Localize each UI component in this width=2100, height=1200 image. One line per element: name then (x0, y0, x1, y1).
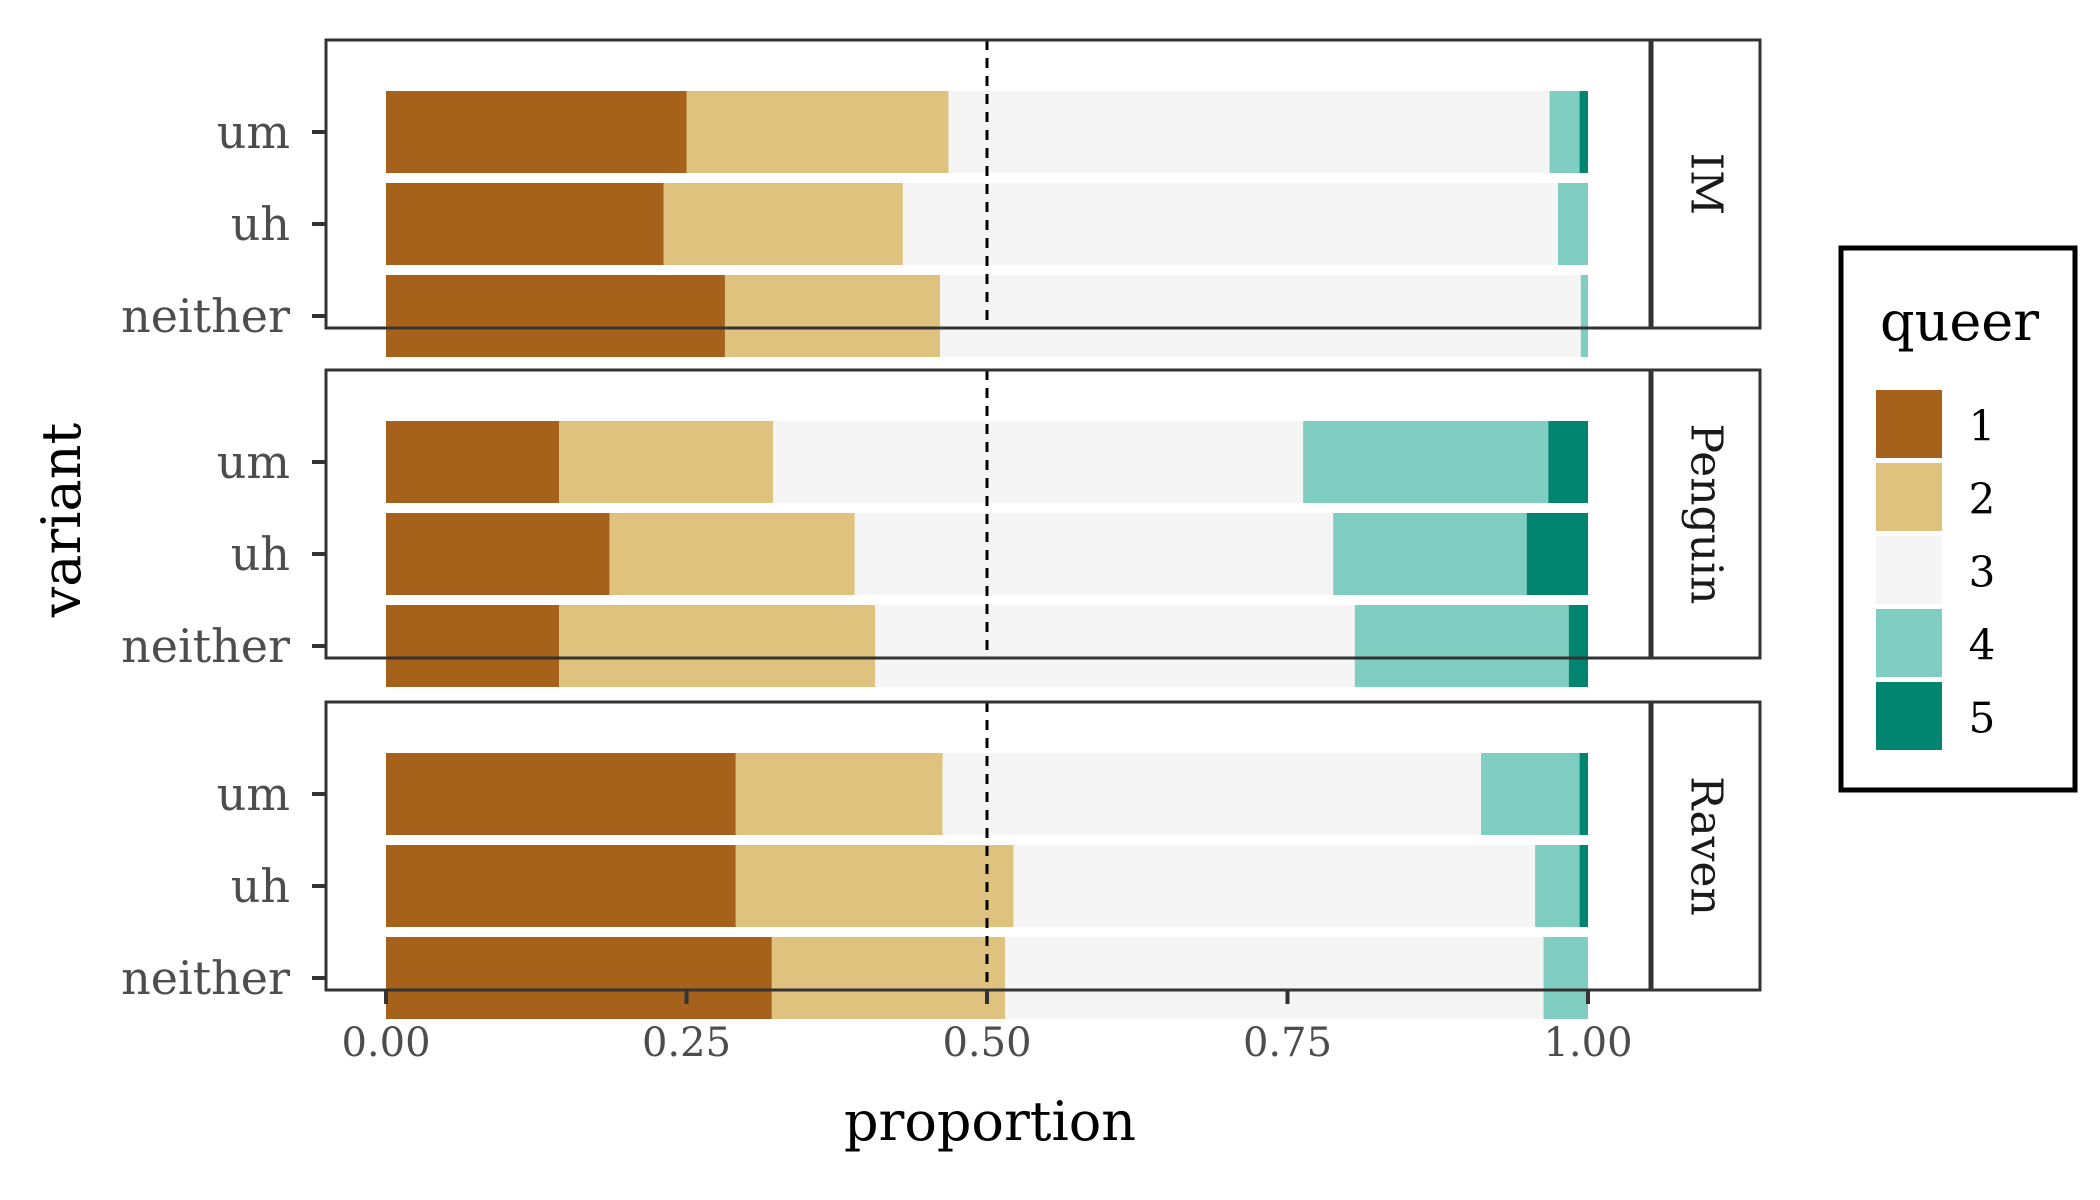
bar-segment-penguin-uh-5 (1526, 513, 1588, 595)
facet-strip-raven: Raven (1650, 700, 1762, 992)
legend-key (1876, 609, 1942, 677)
bar-segment-penguin-neither-4 (1354, 605, 1569, 687)
bar-segment-im-neither-1 (386, 275, 725, 357)
bar-segment-im-uh-2 (663, 183, 903, 265)
y-tick-label: um (217, 767, 290, 821)
bar-segment-im-um-1 (386, 91, 687, 173)
facet-panel-raven (324, 700, 1652, 1019)
x-tick-label: 0.00 (341, 1020, 430, 1066)
strip-label: Raven (1681, 776, 1732, 916)
legend-item-5: 5 (1876, 682, 1995, 750)
y-tick-label: neither (121, 951, 290, 1005)
bar-segment-im-um-5 (1579, 91, 1588, 173)
bar-segment-im-um-3 (948, 91, 1550, 173)
y-tick-label: uh (231, 197, 290, 251)
x-axis-title: proportion (844, 1090, 1136, 1153)
facet-strip-penguin: Penguin (1650, 368, 1762, 660)
x-tick-label: 1.00 (1543, 1020, 1632, 1066)
y-axis-title: variant (30, 422, 93, 618)
bar-segment-im-uh-3 (902, 183, 1558, 265)
legend-label: 5 (1969, 694, 1996, 743)
legend-item-2: 2 (1876, 463, 1995, 531)
legend-key (1876, 682, 1942, 750)
x-tick-label: 0.25 (642, 1020, 731, 1066)
panels (324, 38, 1652, 1019)
bar-segment-raven-um-3 (942, 753, 1482, 835)
strip-label: Penguin (1681, 424, 1732, 605)
strip-label: IM (1681, 153, 1732, 215)
bar-segment-im-neither-2 (724, 275, 941, 357)
y-tick-label: neither (121, 619, 290, 673)
legend-label: 4 (1969, 621, 1996, 670)
legend: queer 1 2 3 4 5 (1838, 245, 2078, 793)
panel-border (324, 38, 1652, 330)
bar-segment-penguin-uh-2 (609, 513, 855, 595)
strip-box (1650, 700, 1762, 992)
bar-segment-penguin-neither-5 (1568, 605, 1588, 687)
bar-segment-penguin-um-4 (1303, 421, 1549, 503)
legend-items: 1 2 3 4 5 (1876, 390, 1995, 750)
bar-segment-penguin-uh-1 (386, 513, 610, 595)
bar-segment-im-um-2 (686, 91, 949, 173)
bar-segment-raven-uh-4 (1535, 845, 1580, 927)
facet-strip-im: IM (1650, 38, 1762, 330)
y-tick-label: um (217, 105, 290, 159)
legend-label: 1 (1969, 402, 1996, 451)
bar-segment-penguin-neither-3 (875, 605, 1355, 687)
panel-border (324, 368, 1652, 660)
bar-segment-penguin-um-2 (559, 421, 774, 503)
bar-segment-raven-um-2 (735, 753, 943, 835)
y-axis: um uh neither um uh neither um uh neither (121, 105, 326, 1005)
y-tick-label: neither (121, 289, 290, 343)
strip-box (1650, 38, 1762, 330)
bar-segment-penguin-neither-2 (559, 605, 876, 687)
legend-item-4: 4 (1876, 609, 1995, 677)
facet-panel-penguin (324, 368, 1652, 687)
facet-panel-im (324, 38, 1652, 357)
bar-segment-raven-um-1 (386, 753, 736, 835)
bar-segment-raven-um-5 (1579, 753, 1588, 835)
legend-key (1876, 390, 1942, 458)
bar-segment-penguin-neither-1 (386, 605, 560, 687)
bar-segment-penguin-um-3 (773, 421, 1304, 503)
bar-segment-im-neither-4 (1580, 275, 1588, 357)
y-tick-label: uh (231, 859, 290, 913)
legend-item-1: 1 (1876, 390, 1995, 458)
facet-strips: IM Penguin Raven (1650, 38, 1762, 992)
x-tick-label: 0.75 (1243, 1020, 1332, 1066)
bar-segment-raven-neither-4 (1543, 937, 1588, 1019)
legend-item-3: 3 (1876, 536, 1995, 604)
bar-segment-penguin-uh-4 (1333, 513, 1527, 595)
legend-key (1876, 536, 1942, 604)
bar-segment-penguin-um-5 (1548, 421, 1588, 503)
bar-segment-im-um-4 (1549, 91, 1580, 173)
bar-segment-raven-neither-1 (386, 937, 772, 1019)
bar-segment-raven-uh-2 (735, 845, 1014, 927)
bar-segment-im-neither-3 (940, 275, 1581, 357)
legend-title: queer (1880, 290, 2039, 353)
bar-segment-raven-uh-3 (1013, 845, 1536, 927)
legend-key (1876, 463, 1942, 531)
bar-segment-raven-neither-3 (1005, 937, 1544, 1019)
bar-segment-raven-um-4 (1481, 753, 1580, 835)
bar-segment-raven-uh-5 (1579, 845, 1588, 927)
bar-segment-im-uh-4 (1557, 183, 1588, 265)
x-axis: 0.00 0.25 0.50 0.75 1.00 (341, 990, 1633, 1066)
bar-segment-im-uh-1 (386, 183, 664, 265)
bar-segment-raven-uh-1 (386, 845, 736, 927)
y-tick-label: uh (231, 527, 290, 581)
strip-box (1650, 368, 1762, 660)
y-tick-label: um (217, 435, 290, 489)
bar-segment-penguin-uh-3 (854, 513, 1334, 595)
legend-label: 3 (1969, 548, 1996, 597)
x-tick-label: 0.50 (942, 1020, 1031, 1066)
bar-segment-penguin-um-1 (386, 421, 560, 503)
legend-label: 2 (1969, 475, 1996, 524)
bar-segment-raven-neither-2 (771, 937, 1006, 1019)
